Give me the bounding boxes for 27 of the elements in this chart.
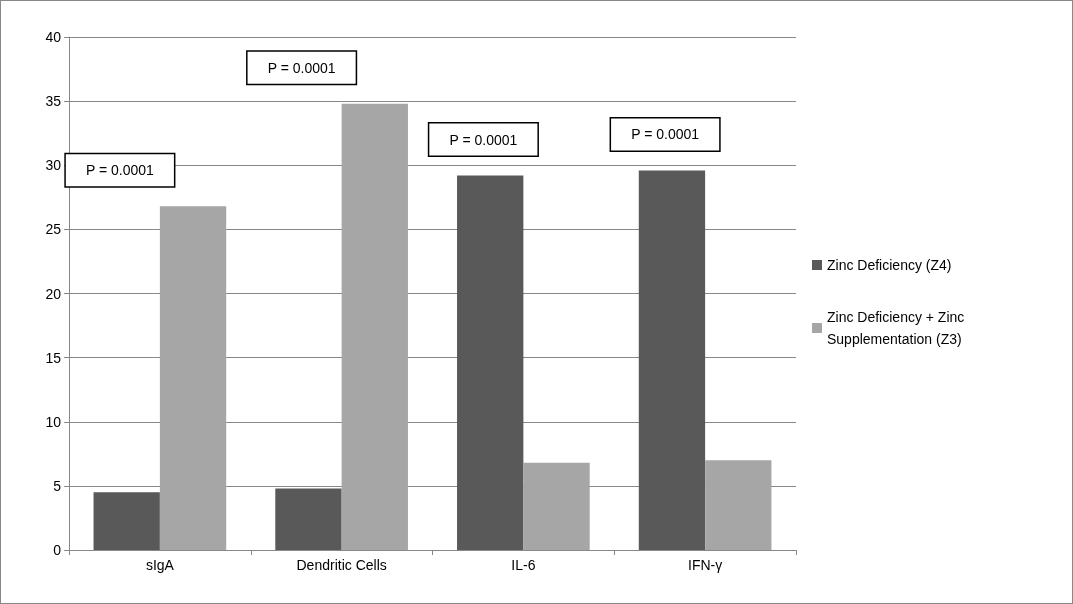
bar [705, 460, 772, 550]
annotation: P = 0.0001 [631, 126, 700, 143]
bar [638, 170, 706, 550]
annotation: P = 0.0001 [267, 59, 336, 76]
bar [93, 492, 160, 550]
y-tick-label: 0 [53, 542, 62, 558]
y-tick-label: 20 [45, 285, 62, 302]
bar [275, 488, 342, 550]
x-tick-label: IFN-γ [688, 557, 723, 573]
annotation: P = 0.0001 [85, 162, 155, 179]
bar [523, 462, 590, 550]
x-tick-label: IL-6 [511, 557, 536, 573]
y-tick-label: 35 [45, 93, 62, 110]
legend-label: Zinc Deficiency + Zinc Supplementation (Z3) [827, 309, 969, 347]
y-tick-label: 40 [45, 29, 62, 45]
y-tick-label: 30 [45, 157, 62, 174]
y-tick-label: 25 [45, 221, 62, 238]
y-tick-label: 5 [53, 477, 62, 494]
bar [159, 206, 227, 550]
annotation: P = 0.0001 [449, 131, 518, 148]
x-tick-label: sIgA [145, 557, 175, 573]
x-tick-label: Dendritic Cells [296, 557, 387, 573]
bar [457, 175, 524, 550]
bar [341, 103, 408, 550]
y-tick-label: 10 [45, 413, 62, 430]
legend-label: Zinc Deficiency (Z4) [827, 257, 952, 273]
y-tick-label: 15 [45, 349, 62, 366]
